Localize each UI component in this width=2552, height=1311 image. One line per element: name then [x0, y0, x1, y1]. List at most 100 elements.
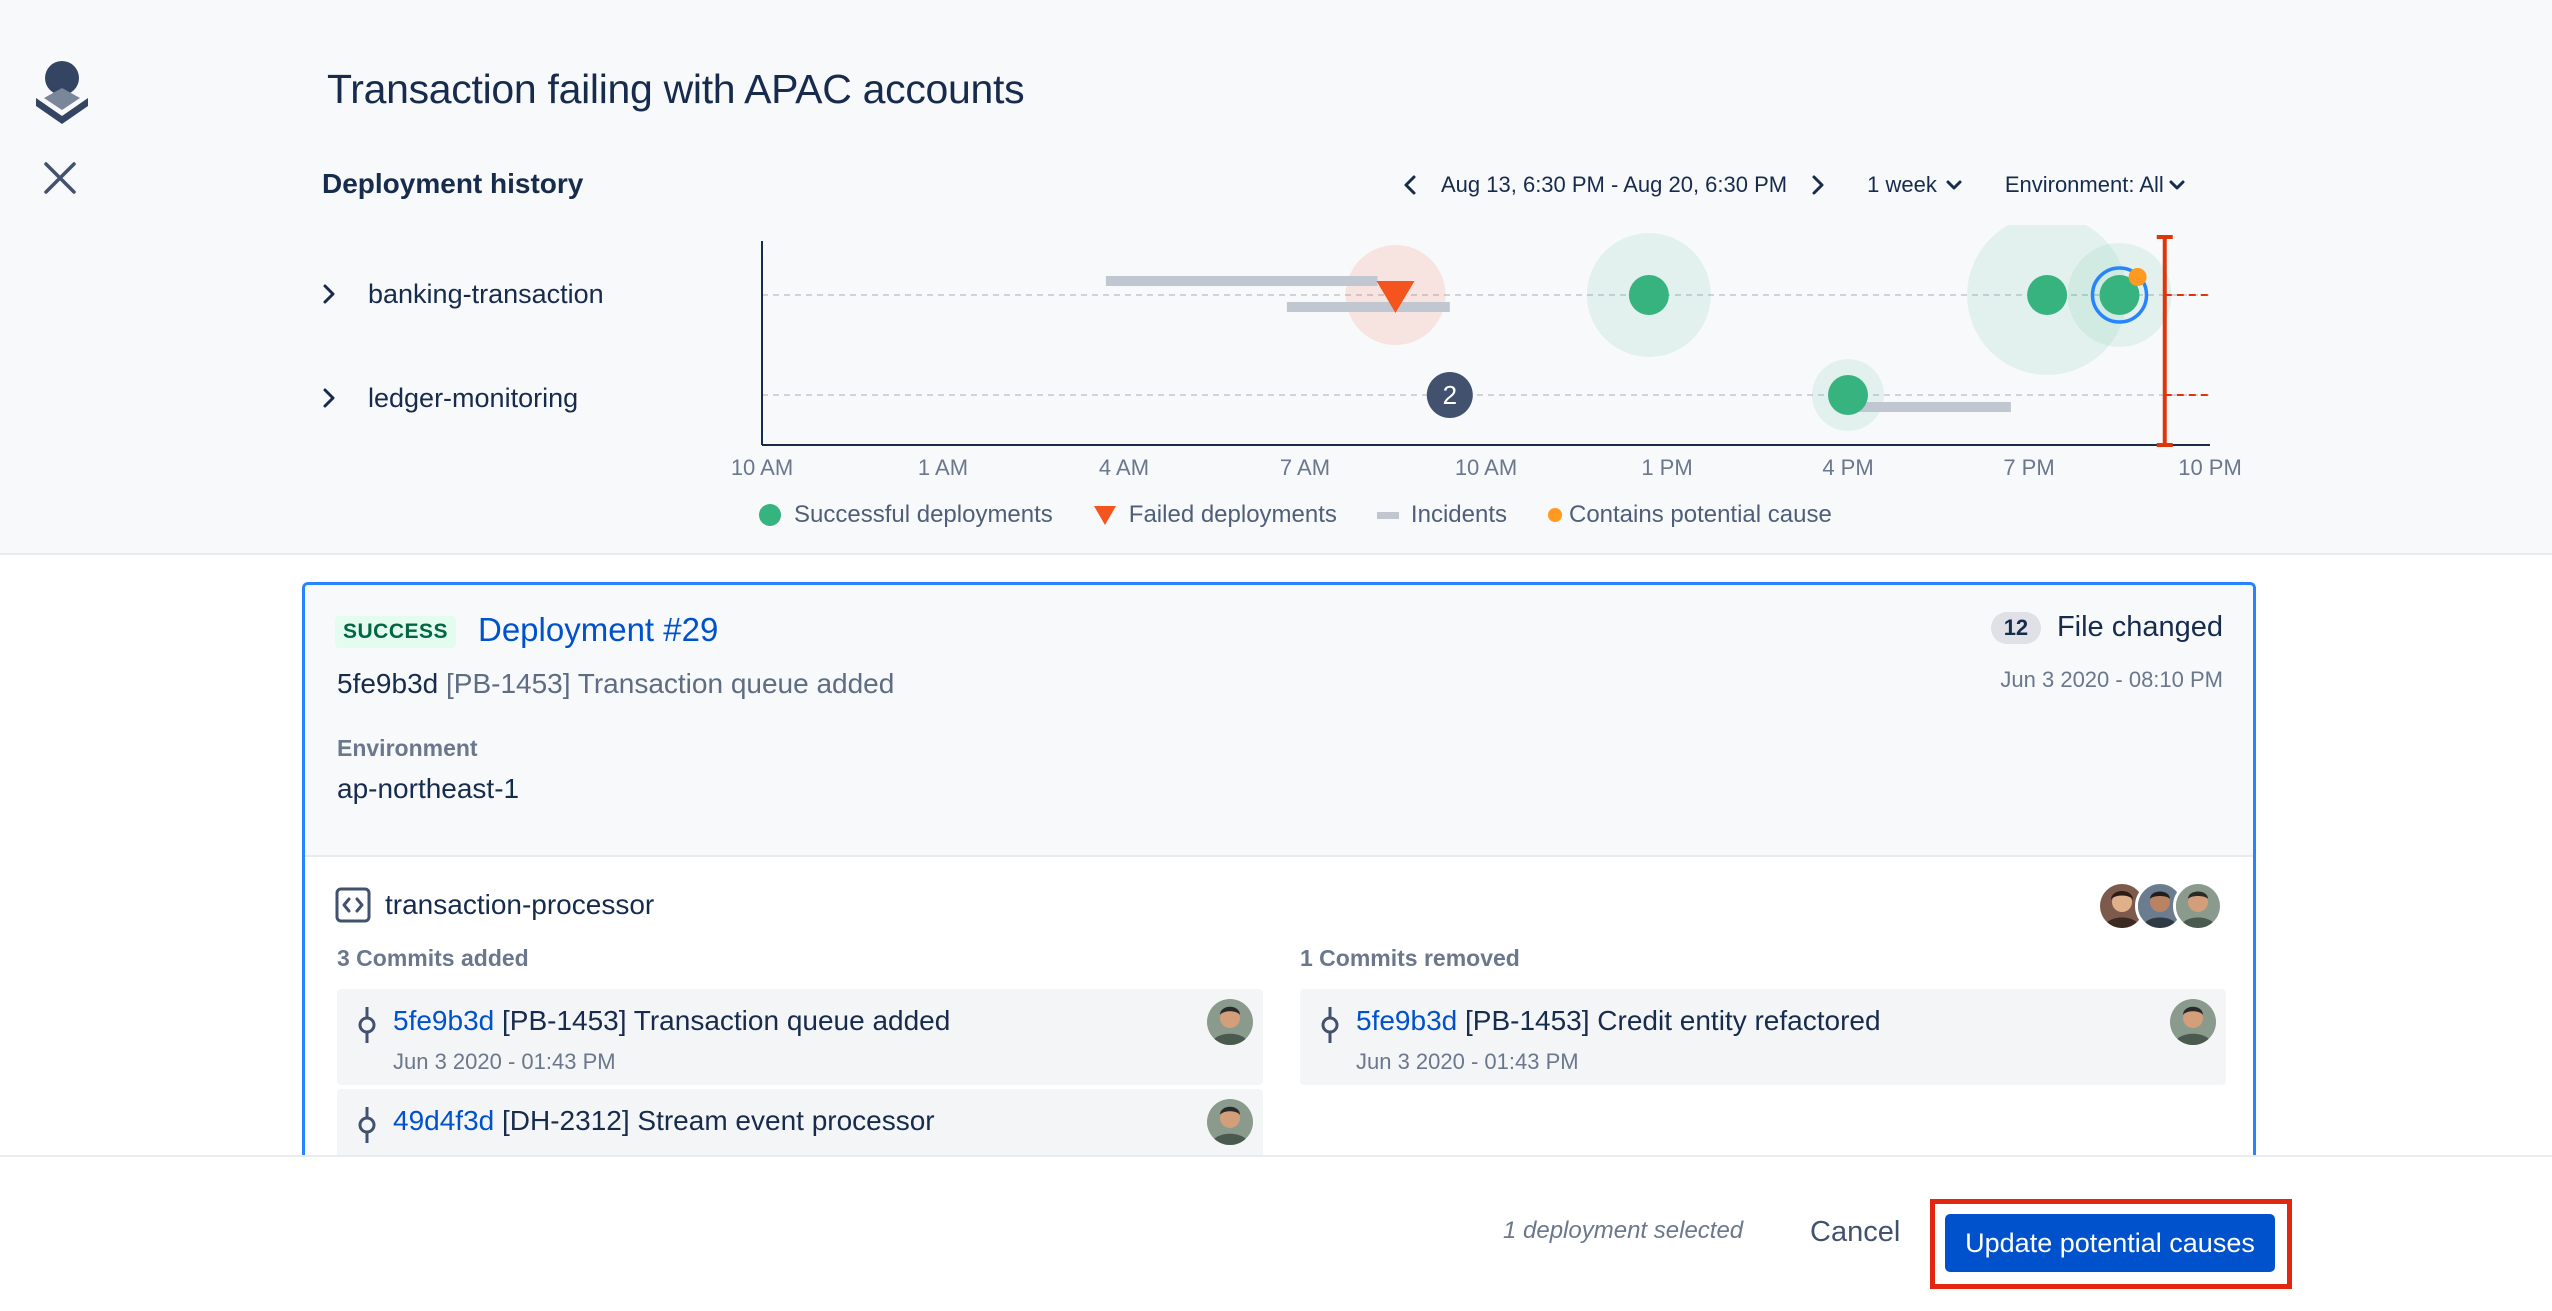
- legend-incident-symbol: [1376, 512, 1399, 519]
- period-dropdown[interactable]: 1 week: [1867, 172, 1965, 198]
- x-tick-label: 1 PM: [1641, 455, 1692, 480]
- commit-hash: 5fe9b3d: [337, 668, 439, 699]
- legend-item-failed: Failed deployments: [1093, 501, 1337, 529]
- avatar[interactable]: [1207, 1099, 1253, 1145]
- successful-deployment-marker: [2099, 275, 2140, 315]
- commit-item[interactable]: 49d4f3d [DH-2312] Stream event processor: [337, 1089, 1263, 1159]
- incident-bar: [1105, 276, 1378, 286]
- environment-value: ap-northeast-1: [337, 773, 520, 804]
- commit-hash-link[interactable]: 5fe9b3d: [1356, 1005, 1458, 1036]
- repository-header: transaction-processor: [335, 885, 654, 925]
- legend-label: Failed deployments: [1128, 501, 1337, 528]
- x-tick-label: 10 AM: [1455, 455, 1517, 480]
- commit-item[interactable]: 5fe9b3d [PB-1453] Transaction queue adde…: [337, 989, 1263, 1085]
- update-potential-causes-button[interactable]: Update potential causes: [1945, 1214, 2275, 1272]
- contributors-avatars[interactable]: [2097, 881, 2223, 931]
- deployment-date: Jun 3 2020 - 08:10 PM: [2000, 667, 2223, 692]
- legend-cause-symbol: [1547, 508, 1562, 522]
- chevron-down-icon: [1946, 180, 1962, 190]
- selected-deployment-ring: [2090, 266, 2149, 324]
- x-tick-label: 10 AM: [731, 455, 793, 480]
- legend-label: Contains potential cause: [1568, 501, 1832, 528]
- git-commit-icon: [355, 1005, 379, 1050]
- successful-deployment-marker: [2027, 275, 2068, 315]
- commit-message: [DH-2312] Stream event processor: [502, 1105, 935, 1136]
- legend-label: Incidents: [1410, 501, 1507, 528]
- commit-hash-link[interactable]: 49d4f3d: [393, 1105, 495, 1136]
- next-range-button[interactable]: [1803, 170, 1833, 200]
- commit-message: [PB-1453] Transaction queue added: [502, 1005, 951, 1036]
- avatar[interactable]: [1207, 999, 1253, 1045]
- deployment-summary: SUCCESS Deployment #29 5fe9b3d [PB-1453]…: [305, 585, 2253, 857]
- footer-bar: 1 deployment selected Cancel Update pote…: [0, 1155, 2552, 1311]
- legend-item-potential-cause: Contains potential cause: [1547, 501, 1832, 529]
- legend-item-successful: Successful deployments: [758, 501, 1053, 529]
- commit-text: 5fe9b3d [PB-1453] Credit entity refactor…: [1356, 1005, 1881, 1037]
- location-person-icon: [34, 58, 90, 124]
- x-tick-label: 4 PM: [1822, 455, 1873, 480]
- commit-message: [PB-1453] Transaction queue added: [446, 668, 895, 699]
- service-label: banking-transaction: [368, 278, 604, 309]
- chevron-down-icon: [2169, 180, 2185, 190]
- status-badge: SUCCESS: [335, 616, 457, 648]
- commits-added-label: 3 Commits added: [337, 945, 529, 971]
- incident-bar: [1848, 402, 2011, 412]
- cancel-button[interactable]: Cancel: [1810, 1216, 1901, 1248]
- commit-date: Jun 3 2020 - 01:43 PM: [1356, 1049, 1579, 1074]
- deployment-group-count: 2: [1443, 380, 1457, 410]
- x-tick-label: 4 AM: [1099, 455, 1149, 480]
- chart-legend: Successful deployments Failed deployment…: [758, 498, 1832, 532]
- deployment-timeline-chart: 10 AM 1 AM 4 AM 7 AM 10 AM 1 PM 4 PM 7 PM 10 PM 2: [731, 225, 2242, 480]
- environment-dropdown-value: Environment: All: [2004, 172, 2164, 197]
- git-commit-icon: [1318, 1005, 1342, 1050]
- deployment-detail-card: SUCCESS Deployment #29 5fe9b3d [PB-1453]…: [302, 582, 2256, 1162]
- highlight-outline: [1930, 1199, 2292, 1289]
- avatar[interactable]: [2170, 999, 2216, 1045]
- service-row-banking-transaction[interactable]: banking-transaction: [320, 274, 604, 314]
- incident-bar: [1286, 302, 1450, 312]
- section-title: Deployment history: [322, 168, 584, 199]
- chevron-left-icon: [1404, 175, 1416, 195]
- deployment-commit: 5fe9b3d [PB-1453] Transaction queue adde…: [337, 668, 894, 700]
- potential-cause-marker: [2128, 268, 2147, 286]
- code-repository-icon: [335, 887, 371, 923]
- x-tick-label: 7 PM: [2003, 455, 2054, 480]
- deployment-title-link[interactable]: Deployment #29: [478, 611, 719, 648]
- environment-dropdown[interactable]: Environment: All: [2005, 172, 2188, 198]
- selection-status: 1 deployment selected: [1503, 1217, 1744, 1244]
- previous-range-button[interactable]: [1395, 170, 1425, 200]
- deployment-history-panel: Transaction failing with APAC accounts D…: [0, 0, 2552, 555]
- git-commit-icon: [355, 1105, 379, 1150]
- commit-date: Jun 3 2020 - 01:43 PM: [393, 1049, 616, 1074]
- repository-name: transaction-processor: [385, 889, 655, 920]
- commit-item[interactable]: 5fe9b3d [PB-1453] Credit entity refactor…: [1300, 989, 2226, 1085]
- avatar[interactable]: [2173, 881, 2223, 931]
- commit-hash-link[interactable]: 5fe9b3d: [393, 1005, 495, 1036]
- chevron-right-icon: [1812, 175, 1824, 195]
- service-label: ledger-monitoring: [368, 382, 579, 413]
- legend-item-incidents: Incidents: [1376, 501, 1507, 529]
- legend-success-symbol: [759, 504, 781, 526]
- commit-text: 49d4f3d [DH-2312] Stream event processor: [393, 1105, 935, 1137]
- environment-label: Environment: [337, 735, 478, 761]
- commit-message: [PB-1453] Credit entity refactored: [1465, 1005, 1881, 1036]
- x-tick-label: 7 AM: [1280, 455, 1330, 480]
- legend-label: Successful deployments: [794, 501, 1053, 528]
- date-range-controls: Aug 13, 6:30 PM - Aug 20, 6:30 PM 1 week…: [1395, 168, 2188, 202]
- chevron-right-icon: [320, 281, 346, 307]
- chevron-right-icon: [320, 385, 346, 411]
- commit-text: 5fe9b3d [PB-1453] Transaction queue adde…: [393, 1005, 950, 1037]
- successful-deployment-marker: [1628, 275, 1669, 315]
- failed-deployment-marker: [1376, 281, 1415, 313]
- date-range-text: Aug 13, 6:30 PM - Aug 20, 6:30 PM: [1441, 172, 1788, 197]
- deployment-group-marker: [1426, 372, 1473, 418]
- files-count-badge: 12: [1990, 611, 2041, 644]
- close-icon[interactable]: [40, 158, 80, 198]
- service-row-ledger-monitoring[interactable]: ledger-monitoring: [320, 378, 578, 418]
- files-label: File changed: [2056, 611, 2223, 643]
- x-tick-label: 1 AM: [918, 455, 968, 480]
- period-dropdown-value: 1 week: [1867, 172, 1937, 197]
- page-title: Transaction failing with APAC accounts: [327, 66, 1025, 112]
- commits-removed-label: 1 Commits removed: [1300, 945, 1520, 971]
- successful-deployment-marker: [1828, 375, 1868, 415]
